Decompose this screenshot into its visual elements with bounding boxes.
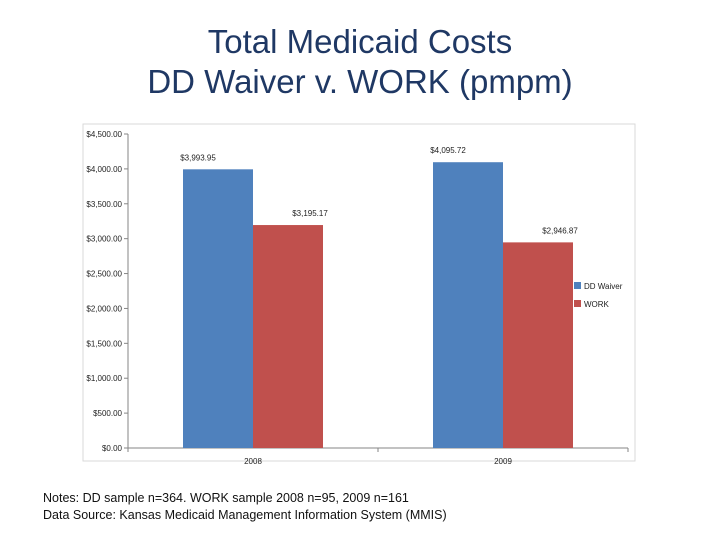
x-tick-label: 2008	[244, 457, 262, 466]
chart-title-line-2: DD Waiver v. WORK (pmpm)	[147, 63, 573, 100]
y-tick-label: $3,000.00	[86, 235, 122, 244]
y-tick-label: $0.00	[102, 444, 123, 453]
data-label: $3,993.95	[180, 153, 216, 162]
y-tick-label: $2,500.00	[86, 270, 122, 279]
plot-area-border	[82, 123, 636, 462]
bar-dd-waiver-2008	[183, 169, 253, 449]
chart-title: Total Medicaid Costs DD Waiver v. WORK (…	[0, 22, 720, 102]
y-tick-label: $3,500.00	[86, 200, 122, 209]
y-tick-label: $500.00	[93, 409, 122, 418]
notes-sample-line: Notes: DD sample n=364. WORK sample 2008…	[43, 491, 409, 505]
y-tick-label: $1,000.00	[86, 374, 122, 383]
data-label: $2,946.87	[542, 226, 578, 235]
y-tick-label: $1,500.00	[86, 339, 122, 348]
notes-source-line: Data Source: Kansas Medicaid Management …	[43, 508, 447, 522]
legend-swatch	[574, 282, 581, 289]
data-label: $4,095.72	[430, 146, 466, 155]
y-tick-label: $4,500.00	[86, 130, 122, 139]
y-tick-label: $2,000.00	[86, 304, 122, 313]
data-label: $3,195.17	[292, 209, 328, 218]
y-tick-label: $4,000.00	[86, 165, 122, 174]
x-tick-label: 2009	[494, 457, 512, 466]
bar-work-2008	[253, 225, 323, 448]
bar-dd-waiver-2009	[433, 162, 503, 448]
legend-swatch	[574, 300, 581, 307]
chart-title-line-1: Total Medicaid Costs	[207, 23, 513, 60]
legend-label: DD Waiver	[584, 282, 623, 291]
bar-work-2009	[503, 242, 573, 448]
legend-label: WORK	[584, 300, 610, 309]
notes: Notes: DD sample n=364. WORK sample 2008…	[43, 490, 447, 524]
